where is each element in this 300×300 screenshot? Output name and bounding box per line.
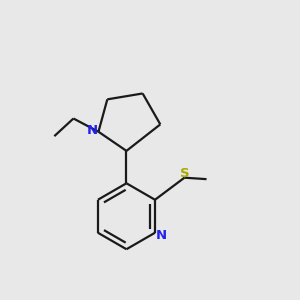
Text: N: N [86, 124, 98, 137]
Text: N: N [156, 230, 167, 242]
Text: S: S [180, 167, 190, 180]
